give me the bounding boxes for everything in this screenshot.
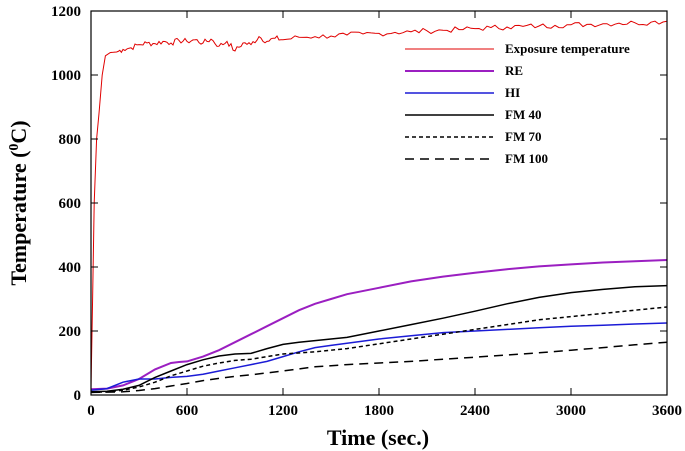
series-line-fm-70 xyxy=(91,306,667,394)
y-tick-label: 200 xyxy=(59,324,82,340)
series-line-fm-40 xyxy=(91,284,667,393)
y-axis-title: Temperature (0C) xyxy=(6,120,31,285)
y-axis-title-end: C) xyxy=(6,120,31,143)
x-axis-title: Time (sec.) xyxy=(327,425,429,450)
legend-label: FM 70 xyxy=(505,129,541,144)
legend-label: FM 40 xyxy=(505,107,541,122)
x-tick-label: 1200 xyxy=(268,403,298,419)
y-tick-label: 800 xyxy=(59,132,82,148)
series-line-re xyxy=(91,259,667,391)
series-line-hi xyxy=(91,322,667,391)
y-tick-label: 600 xyxy=(59,196,82,212)
y-tick-label: 0 xyxy=(74,388,82,404)
x-tick-label: 3600 xyxy=(652,403,682,419)
x-tick-label: 2400 xyxy=(460,403,490,419)
y-axis-title-sup: 0 xyxy=(7,144,22,151)
legend-label: FM 100 xyxy=(505,151,548,166)
y-tick-label: 1200 xyxy=(51,4,81,20)
series-line-exposure-temperature xyxy=(91,20,667,389)
y-tick-label: 1000 xyxy=(51,68,81,84)
legend: Exposure temperature RE HI FM 40 FM 70 FM 100 xyxy=(405,41,630,166)
plot-area xyxy=(91,20,667,394)
x-tick-label: 0 xyxy=(87,403,95,419)
x-tick-label: 600 xyxy=(176,403,199,419)
legend-label: HI xyxy=(505,85,520,100)
legend-label: RE xyxy=(505,63,523,78)
plot-frame xyxy=(90,10,668,396)
legend-label: Exposure temperature xyxy=(505,41,630,56)
x-tick-label: 1800 xyxy=(364,403,394,419)
series-line-fm-100 xyxy=(91,341,667,394)
y-axis-title-main: Temperature ( xyxy=(6,151,31,286)
axes: 0 600 1200 1800 2400 3000 3600 0 200 400 600 800 100… xyxy=(51,4,682,419)
y-tick-label: 400 xyxy=(59,260,82,276)
x-tick-label: 3000 xyxy=(556,403,586,419)
